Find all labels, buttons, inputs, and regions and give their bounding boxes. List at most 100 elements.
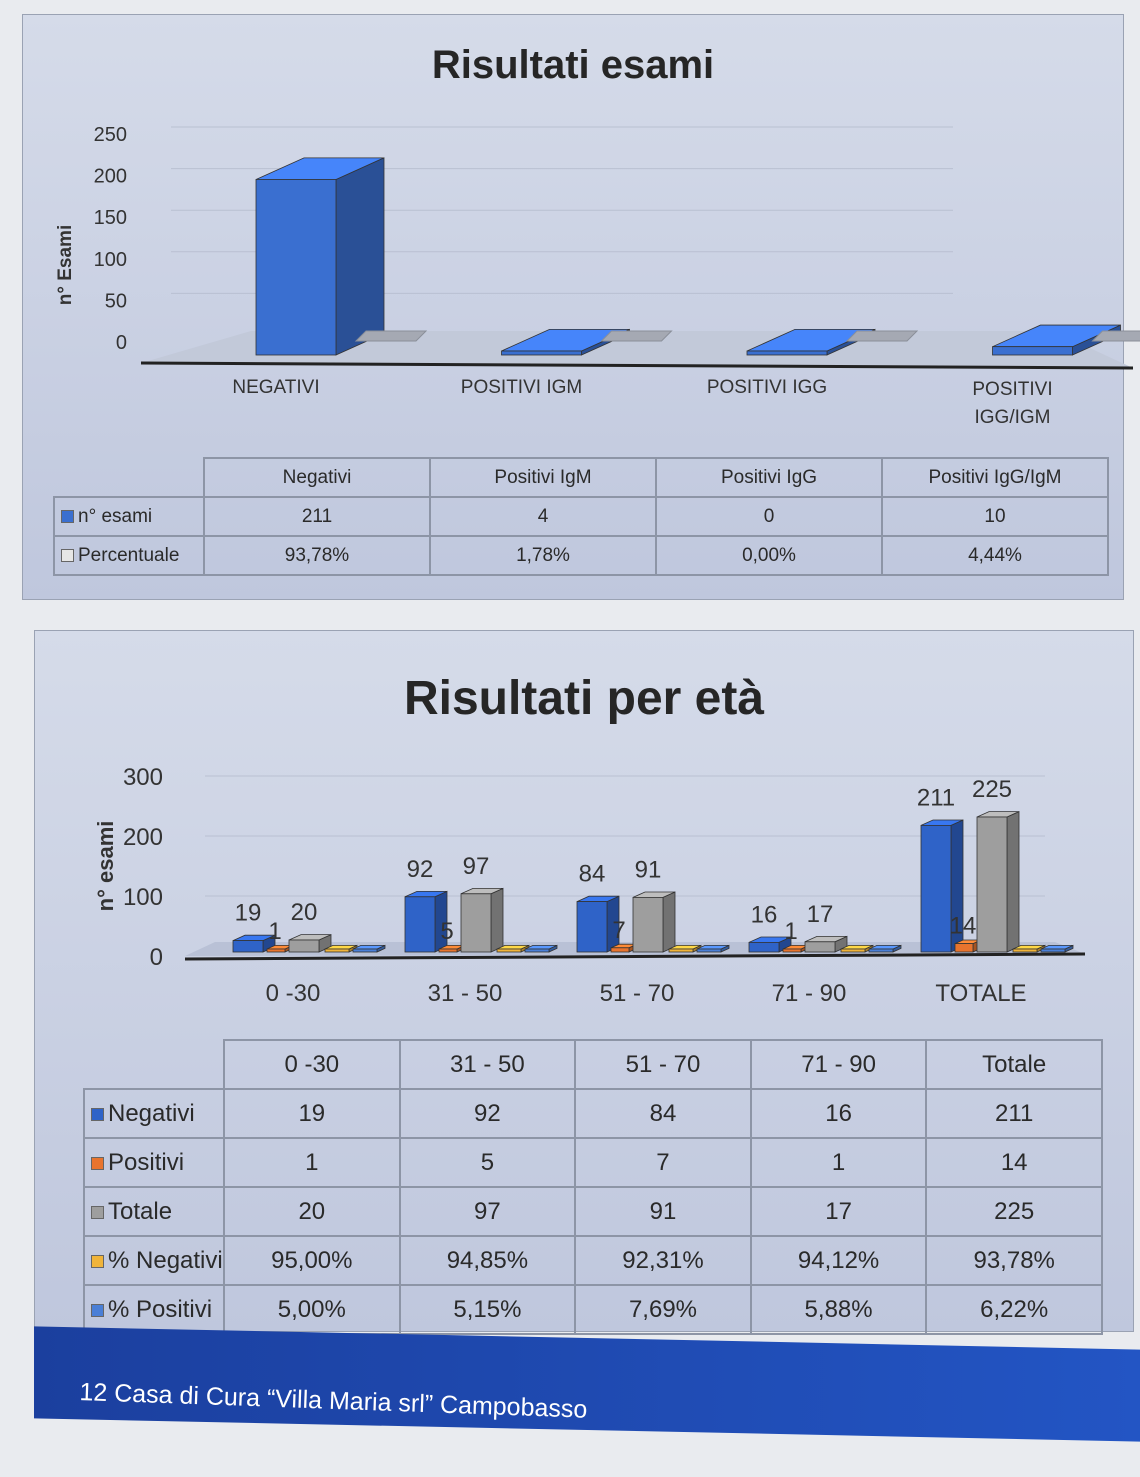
y-tick-label: 100 <box>123 884 163 911</box>
table-row: n° esami 211 4 0 10 <box>53 496 1109 537</box>
bar-pct-negativi <box>668 944 702 953</box>
bar-pct-negativi <box>324 944 358 953</box>
table-row-label: Percentuale <box>53 535 205 576</box>
legend-swatch <box>61 548 74 562</box>
y-tick-label: 100 <box>94 249 127 271</box>
table-cell: 1,78% <box>429 535 657 576</box>
bar-pct-negativi-front <box>668 948 694 953</box>
bar-pct-negativi <box>840 944 874 953</box>
bar-pct-positivi <box>352 944 386 953</box>
bar-pct-positivi-front <box>352 948 378 953</box>
bar-positivi-front <box>438 948 458 953</box>
x-axis-line <box>140 361 1134 370</box>
bar-negativi <box>404 890 448 953</box>
bar-pct-negativi-front <box>1012 948 1038 953</box>
bar-positivi-front <box>954 943 974 953</box>
bar-pct-positivi-front <box>868 948 894 953</box>
table-corner <box>84 1040 224 1089</box>
bar-totale-front <box>288 939 320 953</box>
table-cell: 92,31% <box>574 1235 752 1286</box>
y-axis-label: n° esami <box>93 821 118 912</box>
data-label-totale: 17 <box>807 901 834 928</box>
bar-totale <box>976 810 1020 953</box>
data-table-esami: Negativi Positivi IgM Positivi IgG Positivi… <box>53 457 1109 576</box>
chart-title: Risultati per età <box>403 672 765 725</box>
bar-n-esami-front <box>501 350 582 356</box>
table-cell: 4,44% <box>881 535 1109 576</box>
table-cell: 16 <box>749 1088 928 1139</box>
table-header-row: Negativi Positivi IgM Positivi IgG Positivi… <box>54 457 1109 498</box>
table-cell: 94,12% <box>749 1235 928 1286</box>
legend-label: % Positivi <box>108 1295 213 1323</box>
x-tick-label: TOTALE <box>935 980 1026 1007</box>
table-cell: 7,69% <box>574 1284 752 1335</box>
table-row-label: Negativi <box>83 1088 225 1139</box>
y-tick-label: 50 <box>105 290 127 312</box>
data-label-positivi: 7 <box>612 917 625 944</box>
bar-n-esami-side <box>335 157 385 356</box>
x-tick-label: 31 - 50 <box>428 980 503 1007</box>
bar-n-esami-front <box>992 346 1073 356</box>
data-label-positivi: 5 <box>440 918 453 945</box>
bar-n-esami-front <box>746 350 828 356</box>
table-cell: 5,15% <box>398 1284 577 1335</box>
bar-totale-side <box>662 891 676 953</box>
data-label-negativi: 92 <box>407 856 434 883</box>
chart-risultati-esami: 0 50 100 150 200 250 n° Esami NEGATIVI POSITIVI … <box>55 124 1140 428</box>
table-column-header: 71 - 90 <box>749 1039 928 1090</box>
table-column-header: 31 - 50 <box>398 1039 577 1090</box>
y-tick-label: 150 <box>94 207 127 229</box>
bar-pct-positivi-front <box>524 948 550 953</box>
bar-n-esami <box>255 157 385 356</box>
data-label-negativi: 84 <box>579 861 606 888</box>
table-cell: 7 <box>574 1137 752 1188</box>
data-label-negativi: 19 <box>235 900 262 927</box>
bar-pct-negativi <box>496 944 530 953</box>
data-label-totale: 91 <box>635 856 662 883</box>
table-header-row: 0 -30 31 - 50 51 - 70 71 - 90 Totale <box>84 1039 1103 1090</box>
table-cell: 97 <box>398 1186 577 1237</box>
table-column-header: Positivi IgG <box>655 457 883 498</box>
bar-percentuale <box>354 330 428 342</box>
bar-totale-side <box>490 887 504 953</box>
table-cell: 19 <box>223 1088 401 1139</box>
legend-swatch <box>91 1156 104 1170</box>
table-cell: 1 <box>749 1137 928 1188</box>
table-cell: 225 <box>925 1186 1103 1237</box>
bar-negativi-front <box>404 896 436 953</box>
bar-totale <box>460 887 504 953</box>
table-row: Negativi 19 92 84 16 211 <box>83 1088 1103 1139</box>
table-row-label: n° esami <box>53 496 205 537</box>
bar-percentuale <box>600 330 673 342</box>
bar-pct-positivi-front <box>1040 948 1066 953</box>
bar-totale-front <box>976 816 1008 953</box>
table-cell: 93,78% <box>203 535 431 576</box>
legend-label: Negativi <box>108 1099 195 1127</box>
x-tick-label: 0 -30 <box>266 980 321 1007</box>
bar-n-esami-front <box>255 179 337 356</box>
bar-pct-negativi-front <box>324 948 350 953</box>
legend-swatch <box>61 509 74 523</box>
data-label-negativi: 16 <box>751 901 778 928</box>
x-axis-line <box>184 952 1086 961</box>
legend-label: % Negativi <box>108 1246 223 1274</box>
table-row-label: Positivi <box>83 1137 225 1188</box>
table-cell: 5 <box>398 1137 577 1188</box>
table-row: Percentuale 93,78% 1,78% 0,00% 4,44% <box>53 535 1109 576</box>
table-cell: 0,00% <box>655 535 883 576</box>
bar-pct-positivi <box>1040 944 1074 953</box>
table-column-header: 51 - 70 <box>574 1039 752 1090</box>
legend-label: Percentuale <box>78 544 180 566</box>
chart-panel-risultati-esami: Risultati esami 0 50 100 150 200 250 n° Esami N… <box>22 14 1140 600</box>
data-label-totale: 97 <box>463 853 490 880</box>
table-row-label: % Positivi <box>83 1284 225 1335</box>
chart-panel-risultati-per-eta: Risultati per età 0 100 200 300 n° esami 19 1 2… <box>34 630 1134 1335</box>
table-cell: 5,00% <box>223 1284 401 1335</box>
bar-pct-positivi <box>696 944 730 953</box>
legend-swatch <box>91 1107 104 1121</box>
bar-pct-negativi-front <box>496 948 522 953</box>
legend-swatch <box>91 1205 104 1219</box>
table-cell: 0 <box>655 496 883 537</box>
legend-label: Totale <box>108 1197 173 1225</box>
